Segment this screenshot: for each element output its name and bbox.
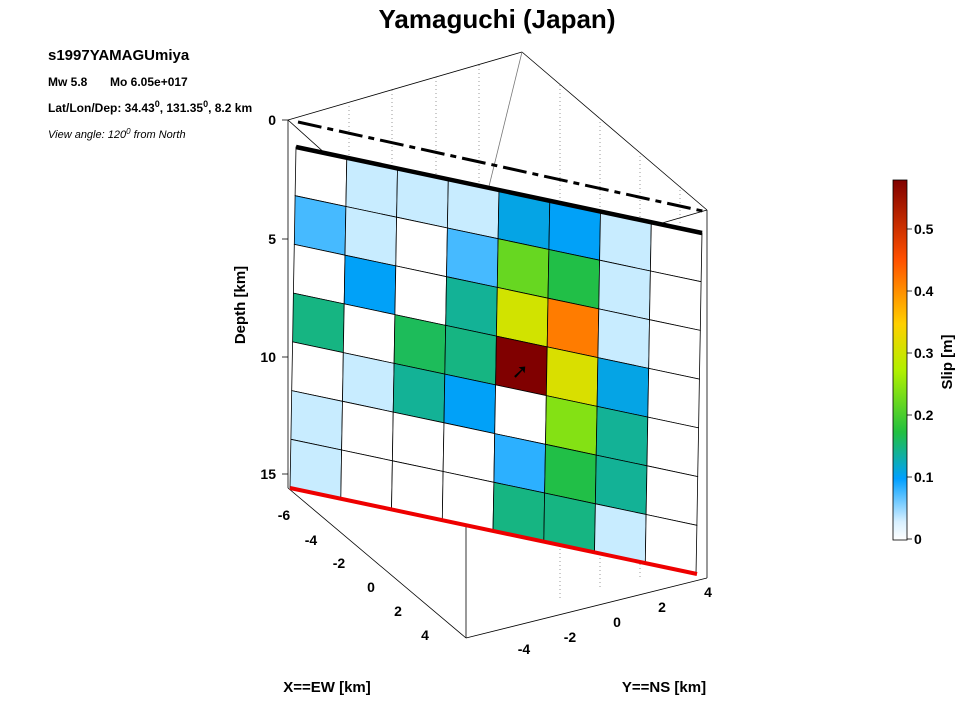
location-text: Lat/Lon/Dep: 34.430, 131.350, 8.2 km [48,99,252,115]
colorbar-tick: 0.1 [914,469,934,485]
moment-text: Mo 6.05e+017 [110,75,188,89]
colorbar-label: Slip [m] [939,334,956,389]
x-tick: -6 [278,507,291,523]
depth-tick: 15 [260,466,276,482]
colorbar-tick: 0.3 [914,345,934,361]
view-prefix: View angle: 120 [48,129,127,141]
colorbar-tick: 0.5 [914,221,934,237]
x-tick: -4 [305,532,318,548]
x-tick: 4 [421,627,429,643]
view-angle-text: View angle: 1200 from North [48,127,186,141]
y-axis: -4 -2 0 2 4 Y==NS [km] [518,584,712,696]
y-tick: 2 [658,599,666,615]
y-tick: 4 [704,584,712,600]
fault-top-edge [295,144,703,236]
event-id: s1997YAMAGUmiya [48,47,190,64]
depth-axis: 0 5 10 15 Depth [km] [232,112,288,482]
depth-axis-label: Depth [km] [232,266,249,344]
x-tick: -2 [333,555,346,571]
depth-tick: 5 [268,231,276,247]
y-tick: -2 [564,629,577,645]
fault-bottom-edge [289,486,698,576]
hypocenter-arrow-icon: ➚ [512,361,529,383]
colorbar: 0 0.1 0.2 0.3 0.4 0.5 Slip [m] [892,179,956,547]
magnitude-text: Mw 5.8 [48,75,88,89]
location-lat: Lat/Lon/Dep: 34.43 [48,101,155,115]
surface-trace-dashed [297,120,708,214]
y-tick: -4 [518,641,531,657]
x-axis: -6 -4 -2 0 2 4 X==EW [km] [278,507,429,696]
degree-sup-1: 0 [155,99,160,109]
location-dep: , 8.2 km [208,101,252,115]
colorbar-gradient [892,179,908,541]
x-tick: 0 [367,579,375,595]
y-axis-label: Y==NS [km] [622,679,706,696]
depth-tick: 0 [268,112,276,128]
depth-tick: 10 [260,349,276,365]
degree-sup-2: 0 [203,99,208,109]
chart-title: Yamaguchi (Japan) [379,4,616,34]
y-tick: 0 [613,614,621,630]
colorbar-tick: 0 [914,531,922,547]
colorbar-tick: 0.2 [914,407,934,423]
degree-sup-3: 0 [126,127,131,136]
x-tick: 2 [394,603,402,619]
location-lon: , 131.35 [160,101,204,115]
view-suffix: from North [131,129,186,141]
fault-plane-cells [289,146,703,575]
x-axis-label: X==EW [km] [283,679,371,696]
colorbar-tick: 0.4 [914,283,934,299]
